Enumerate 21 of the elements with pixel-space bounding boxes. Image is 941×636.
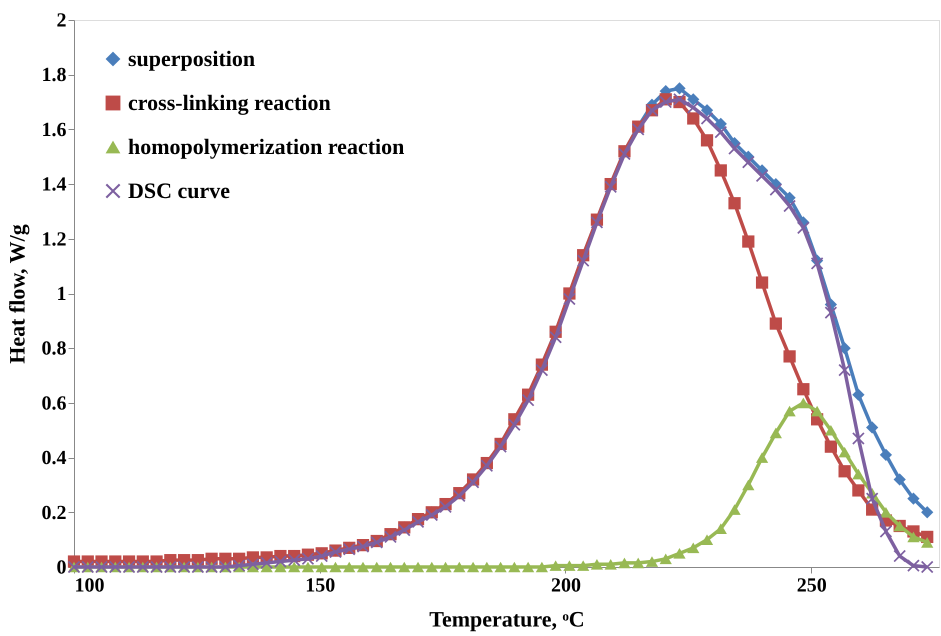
y-tick-label: 0.2 — [42, 502, 66, 524]
y-tick-label: 2 — [56, 10, 66, 32]
legend-label: homopolymerization reaction — [128, 134, 404, 159]
x-tick-label: 150 — [305, 574, 336, 596]
legend-label: DSC curve — [128, 178, 230, 203]
x-tick-label: 200 — [550, 574, 581, 596]
y-tick-label: 0.4 — [42, 447, 66, 470]
y-tick-label: 0 — [56, 556, 66, 578]
legend-label: superposition — [128, 46, 256, 71]
x-tick-label: 100 — [74, 574, 104, 596]
y-tick-label: 1.4 — [42, 174, 66, 196]
legend-label: cross-linking reaction — [128, 90, 331, 115]
x-axis-title: Temperature, ᵒC — [429, 606, 585, 632]
y-tick-label: 0.8 — [42, 338, 66, 360]
y-tick-label: 1.6 — [42, 118, 66, 141]
y-tick-label: 1.2 — [42, 228, 66, 250]
y-tick-label: 1 — [56, 283, 66, 305]
y-tick-label: 1.8 — [42, 64, 66, 86]
y-tick-label: 0.6 — [42, 392, 66, 414]
y-axis-title: Heat flow, W/g — [4, 224, 30, 364]
x-tick-label: 250 — [796, 574, 827, 596]
